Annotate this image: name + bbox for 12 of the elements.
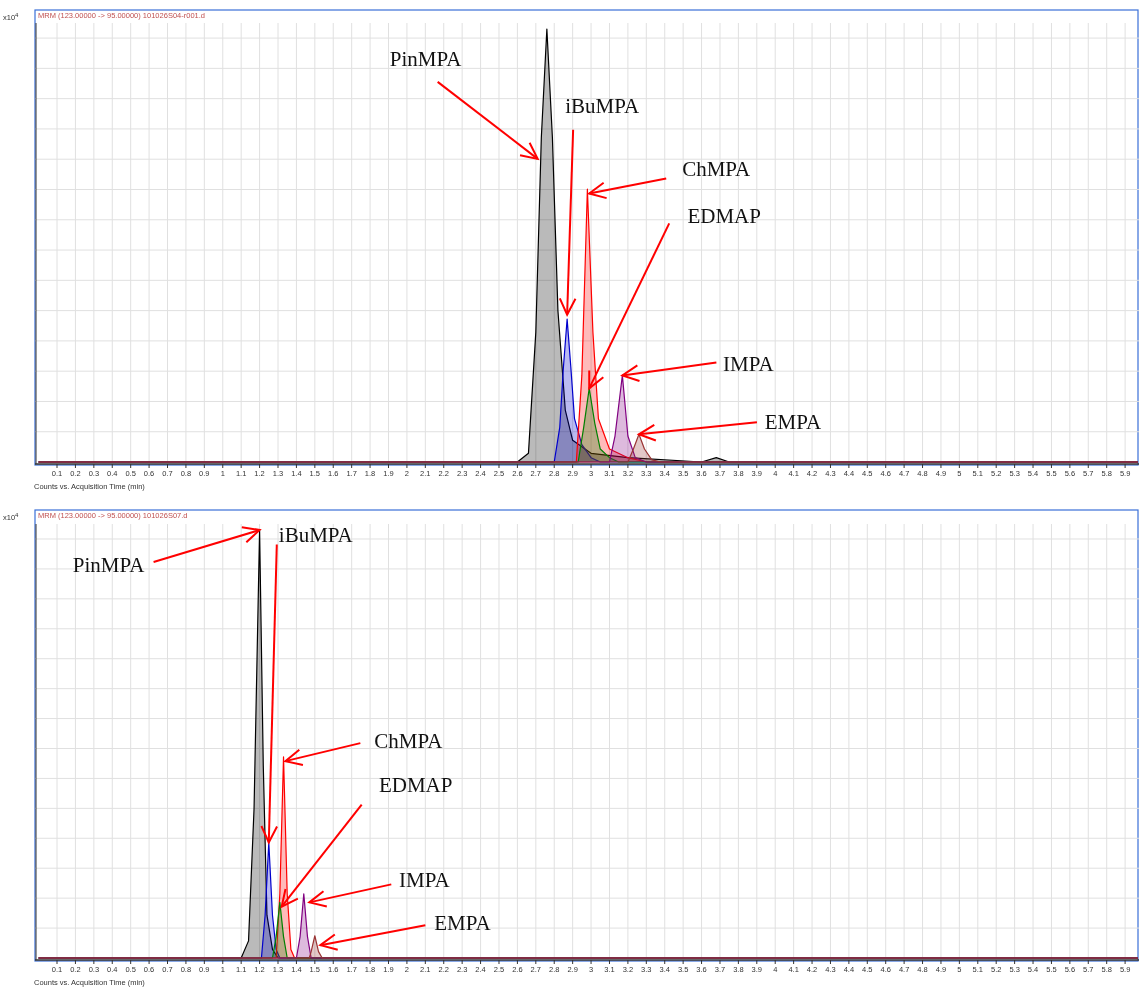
annotation: iBuMPA <box>565 93 640 118</box>
annotation: iBuMPA <box>278 523 354 548</box>
annotation: EMPA <box>764 410 822 435</box>
annotation: EDMAP <box>687 204 761 229</box>
annotation: EDMAP <box>378 772 453 797</box>
annotation: ChMPA <box>682 156 752 181</box>
annotation: PinMPA <box>72 553 146 577</box>
annotation: IMPA <box>399 868 451 893</box>
annotation: EMPA <box>434 911 492 936</box>
annotation: ChMPA <box>374 729 444 754</box>
annotation: IMPA <box>723 352 775 377</box>
annotation: PinMPA <box>389 46 463 71</box>
